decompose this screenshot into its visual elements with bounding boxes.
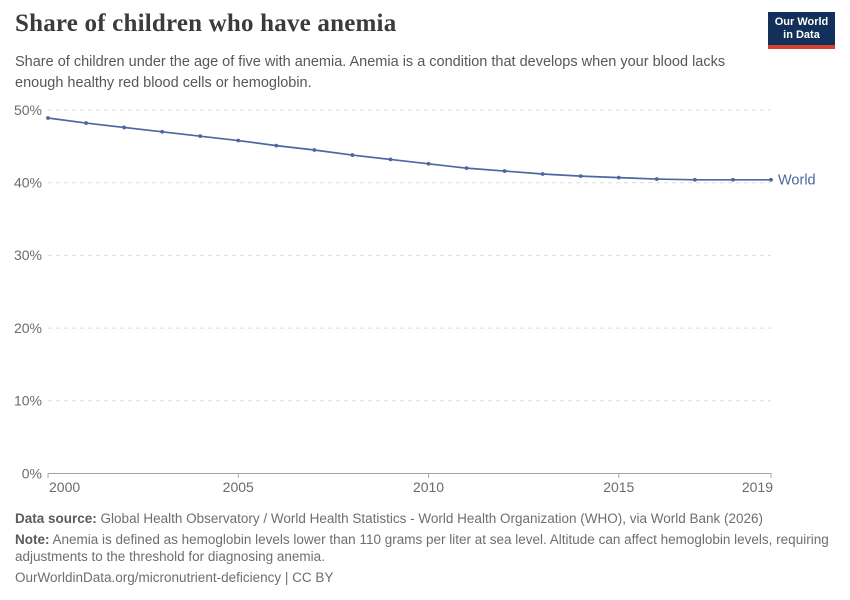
y-axis-tick-label: 50% <box>14 102 42 118</box>
data-source-label: Data source: <box>15 511 97 526</box>
citation-link[interactable]: OurWorldinData.org/micronutrient-deficie… <box>15 570 334 585</box>
chart-subtitle: Share of children under the age of five … <box>15 54 726 91</box>
data-point[interactable] <box>692 177 697 182</box>
data-line-world[interactable] <box>47 117 771 181</box>
data-point[interactable] <box>274 143 279 148</box>
data-point[interactable] <box>312 148 317 152</box>
data-point[interactable] <box>540 172 545 176</box>
line-chart-canvas[interactable]: 0% 10% 20% 30% 40% 50% 2000 2005 2010 2015 2019 Wor… <box>0 95 850 505</box>
x-axis-tick-label: 2015 <box>603 479 634 495</box>
chart-footer: Data source: Global Health Observatory /… <box>15 510 830 590</box>
x-axis-tick-label: 2010 <box>413 479 444 495</box>
data-point[interactable] <box>616 175 621 180</box>
data-point[interactable] <box>46 116 50 120</box>
data-point[interactable] <box>654 177 659 181</box>
y-axis-tick-label: 30% <box>14 247 42 263</box>
data-point[interactable] <box>122 125 127 130</box>
data-point[interactable] <box>502 169 507 173</box>
x-axis-tick-label: 2000 <box>49 479 80 495</box>
data-point[interactable] <box>84 121 88 125</box>
data-point[interactable] <box>578 174 583 179</box>
data-source-text: Global Health Observatory / World Health… <box>100 511 764 526</box>
chart-title: Share of children who have anemia <box>15 10 397 37</box>
data-source-line: Data source: Global Health Observatory /… <box>15 510 830 527</box>
x-axis-tick-label: 2005 <box>223 479 254 495</box>
x-axis-tick-label: 2019 <box>742 479 773 495</box>
owid-logo-text: Our World in Data <box>768 12 835 45</box>
note-label: Note: <box>15 532 50 547</box>
data-point[interactable] <box>160 129 165 134</box>
y-axis-tick-label: 40% <box>14 175 42 191</box>
owid-logo-red-bar <box>768 45 835 49</box>
data-point[interactable] <box>464 166 469 171</box>
data-point[interactable] <box>198 134 203 139</box>
series-label-world[interactable]: World <box>778 173 816 189</box>
owid-logo[interactable]: Our World in Data <box>768 12 835 49</box>
data-point[interactable] <box>388 157 393 162</box>
data-point[interactable] <box>350 153 355 157</box>
data-point[interactable] <box>731 177 735 182</box>
y-axis-tick-label: 0% <box>22 465 42 481</box>
data-point[interactable] <box>236 138 241 143</box>
data-point[interactable] <box>426 161 431 166</box>
y-axis-tick-label: 10% <box>14 393 42 409</box>
note-text: Anemia is defined as hemoglobin levels l… <box>15 532 829 564</box>
note-line: Note: Anemia is defined as hemoglobin le… <box>15 531 830 565</box>
data-point[interactable] <box>769 177 773 182</box>
y-axis-tick-label: 20% <box>14 320 42 336</box>
